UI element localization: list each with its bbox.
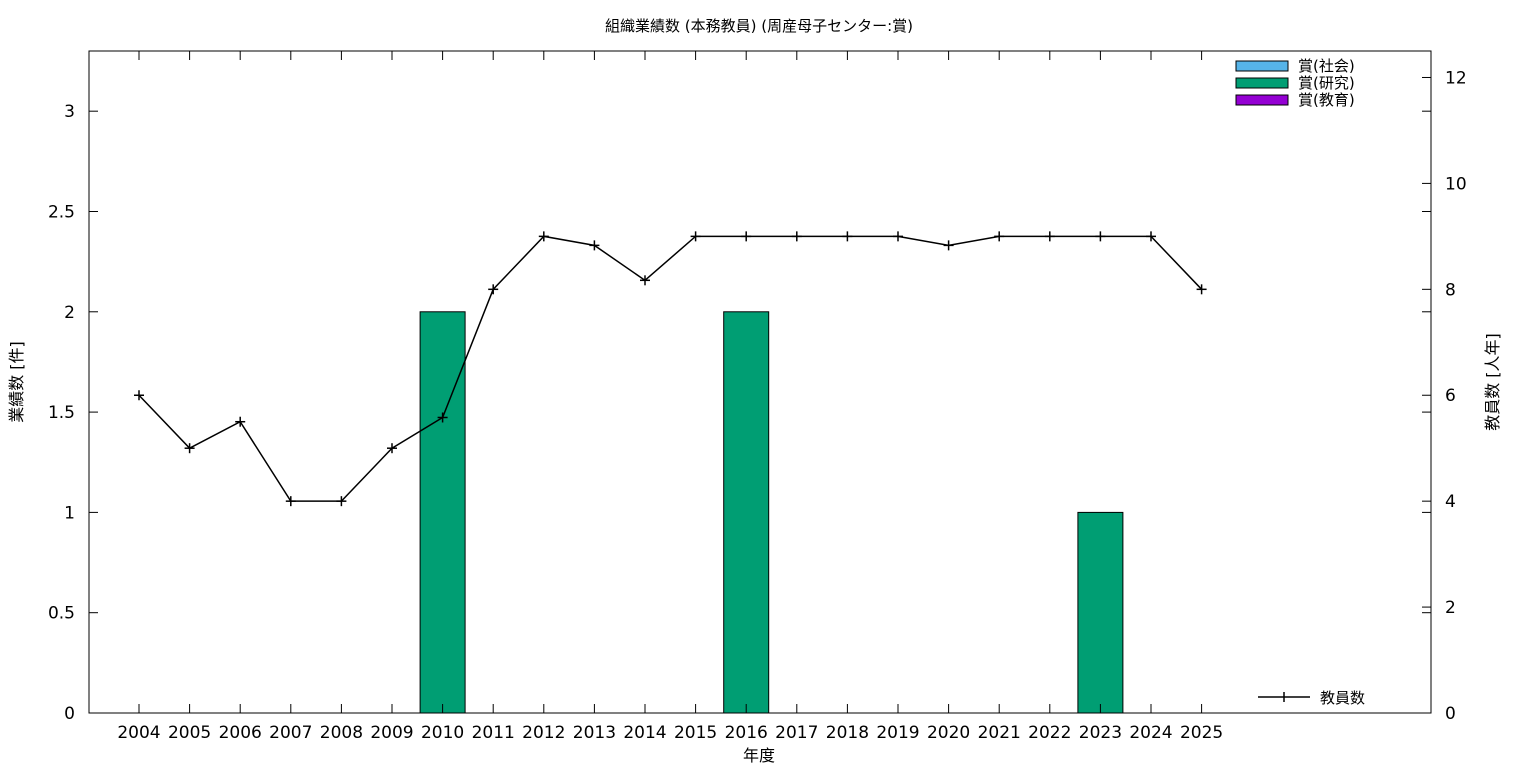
x-tick-label: 2010 <box>421 723 464 743</box>
y2-tick-label: 10 <box>1445 174 1467 194</box>
legend-label-2: 賞(教育) <box>1298 91 1355 109</box>
y-tick-label: 2 <box>64 303 75 323</box>
x-tick-label: 2014 <box>623 723 666 743</box>
legend-line-label-0: 教員数 <box>1320 689 1365 707</box>
bar-1-2010 <box>419 311 466 714</box>
right-axis: 0 2 4 6 8 10 12 <box>1422 68 1467 724</box>
y2-tick-label: 8 <box>1445 280 1456 300</box>
left-axis: 0 0.5 1 1.5 2 2.5 3 <box>48 102 1431 724</box>
line-point-2006 <box>235 416 246 427</box>
x-axis-title: 年度 <box>743 746 775 765</box>
x-axis: 2004 2005 2006 2007 2008 2009 2010 2011 2012 2013… <box>117 51 1223 743</box>
x-tick-label: 2025 <box>1180 723 1223 743</box>
legend-label-0: 賞(社会) <box>1298 57 1355 75</box>
y-tick-label: 1.5 <box>48 403 75 423</box>
line-point-2021 <box>994 231 1005 242</box>
x-tick-label: 2007 <box>269 723 312 743</box>
line-point-2022 <box>1044 231 1055 242</box>
line-point-2020 <box>943 240 954 251</box>
line-point-2023 <box>1095 231 1106 242</box>
y2-axis-title: 教員数 [人年] <box>1483 333 1502 431</box>
plot-frame <box>88 50 1432 714</box>
x-tick-label: 2020 <box>927 723 970 743</box>
x-tick-label: 2015 <box>674 723 717 743</box>
bars-layer <box>419 311 1124 714</box>
line-point-2013 <box>589 240 600 251</box>
line-point-2017 <box>791 231 802 242</box>
y-tick-label: 0.5 <box>48 604 75 624</box>
x-tick-label: 2008 <box>320 723 363 743</box>
line-point-2018 <box>842 231 853 242</box>
x-tick-label: 2013 <box>573 723 616 743</box>
x-tick-label: 2017 <box>775 723 818 743</box>
legend-swatch-0 <box>1235 60 1289 72</box>
line-point-2005 <box>184 443 195 454</box>
line-point-2004 <box>134 390 144 401</box>
legend-swatch-1 <box>1235 77 1289 89</box>
line-point-2012 <box>538 231 549 242</box>
x-tick-label: 2005 <box>168 723 211 743</box>
line-point-2009 <box>387 443 397 454</box>
chart-title: 組織業績数 (本務教員) (周産母子センター:賞) <box>605 17 913 35</box>
line-point-2025 <box>1196 284 1207 295</box>
bar-legend: 賞(社会)賞(研究)賞(教育) <box>1235 57 1355 109</box>
x-tick-label: 2016 <box>725 723 768 743</box>
x-tick-label: 2022 <box>1028 723 1071 743</box>
x-tick-label: 2019 <box>876 723 919 743</box>
line-point-2016 <box>741 231 752 242</box>
y-tick-label: 2.5 <box>48 202 75 222</box>
x-tick-label: 2012 <box>522 723 565 743</box>
legend-swatch-2 <box>1235 94 1289 106</box>
line-point-2014 <box>640 275 650 286</box>
y-axis-title: 業績数 [件] <box>7 341 26 423</box>
bar-1-2023 <box>1077 511 1124 714</box>
line-layer <box>134 231 1207 507</box>
line-legend: 教員数 <box>1258 689 1365 707</box>
legend-label-1: 賞(研究) <box>1298 74 1355 92</box>
line-point-2010 <box>437 412 448 423</box>
line-point-2011 <box>488 284 499 295</box>
line-point-2019 <box>893 231 903 242</box>
y2-tick-label: 0 <box>1445 704 1456 724</box>
y-tick-label: 0 <box>64 704 75 724</box>
y-tick-label: 3 <box>64 102 75 122</box>
x-tick-label: 2023 <box>1079 723 1122 743</box>
y2-tick-label: 6 <box>1445 386 1456 406</box>
x-tick-label: 2011 <box>472 723 515 743</box>
line-point-2015 <box>690 231 701 242</box>
y2-tick-label: 2 <box>1445 598 1456 618</box>
y2-tick-label: 4 <box>1445 492 1456 512</box>
line-point-2007 <box>285 496 296 507</box>
x-tick-label: 2009 <box>370 723 413 743</box>
line-point-2024 <box>1146 231 1156 242</box>
x-tick-label: 2004 <box>117 723 160 743</box>
bar-1-2016 <box>723 311 770 714</box>
x-tick-label: 2024 <box>1129 723 1172 743</box>
x-tick-label: 2006 <box>219 723 262 743</box>
y-tick-label: 1 <box>64 503 75 523</box>
y2-tick-label: 12 <box>1445 68 1467 88</box>
line-series-0 <box>138 235 1203 502</box>
x-tick-label: 2021 <box>978 723 1021 743</box>
x-tick-label: 2018 <box>826 723 869 743</box>
line-point-2008 <box>336 496 347 507</box>
